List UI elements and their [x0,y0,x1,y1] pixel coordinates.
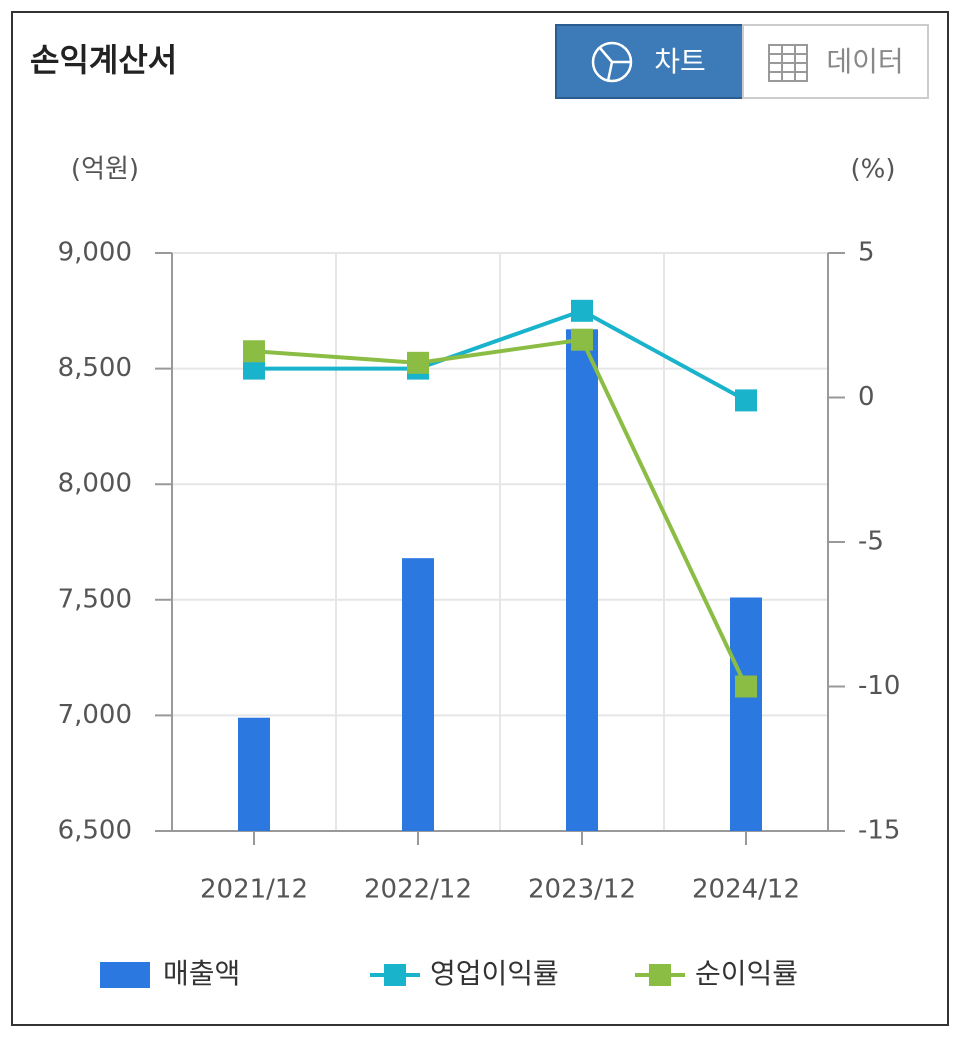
tab-label: 데이터 [826,45,903,78]
pie-icon [599,47,631,82]
x-tick-label: 2022/12 [364,875,472,905]
marker [407,351,429,374]
marker [735,389,757,412]
line [254,308,747,403]
y2-tick-label: 5 [858,238,875,268]
table-icon [768,44,808,82]
bar [730,597,762,831]
tab-data[interactable]: 데이터 [742,24,929,99]
legend-label: 영업이익률 [430,957,559,990]
y-tick-label: 9,000 [58,238,132,268]
legend-swatch [100,962,150,988]
tab-bg [555,24,744,99]
tab-chart[interactable]: 차트 [555,24,744,99]
bar [566,329,598,831]
tab-label: 차트 [654,45,706,78]
x-tick-label: 2023/12 [528,875,636,905]
marker [571,299,593,322]
marker [571,328,593,351]
tab-bg [742,24,929,99]
legend-marker [384,964,406,986]
legend-label: 순이익률 [695,957,798,990]
y2-tick-label: -15 [858,816,900,846]
legend-label: 매출액 [163,957,240,990]
y-unit: (억원) [71,155,139,185]
legend-marker [649,964,671,986]
marker [243,340,265,363]
bar [402,558,434,831]
y-tick-label: 8,500 [58,353,132,383]
marker [735,675,757,698]
y2-unit: (%) [851,155,896,185]
x-tick-label: 2021/12 [200,875,308,905]
y-tick-label: 7,500 [58,584,132,614]
bar [238,717,270,831]
y2-tick-label: 0 [858,382,875,412]
y2-tick-label: -5 [858,527,884,557]
y-tick-label: 6,500 [58,816,132,846]
y-tick-label: 8,000 [58,469,132,499]
y-tick-label: 7,000 [58,700,132,730]
marker [243,357,265,380]
title: 손익계산서 [30,41,177,79]
y2-tick-label: -10 [858,671,900,701]
frame [11,11,949,1026]
x-tick-label: 2024/12 [692,875,800,905]
line [253,337,748,688]
